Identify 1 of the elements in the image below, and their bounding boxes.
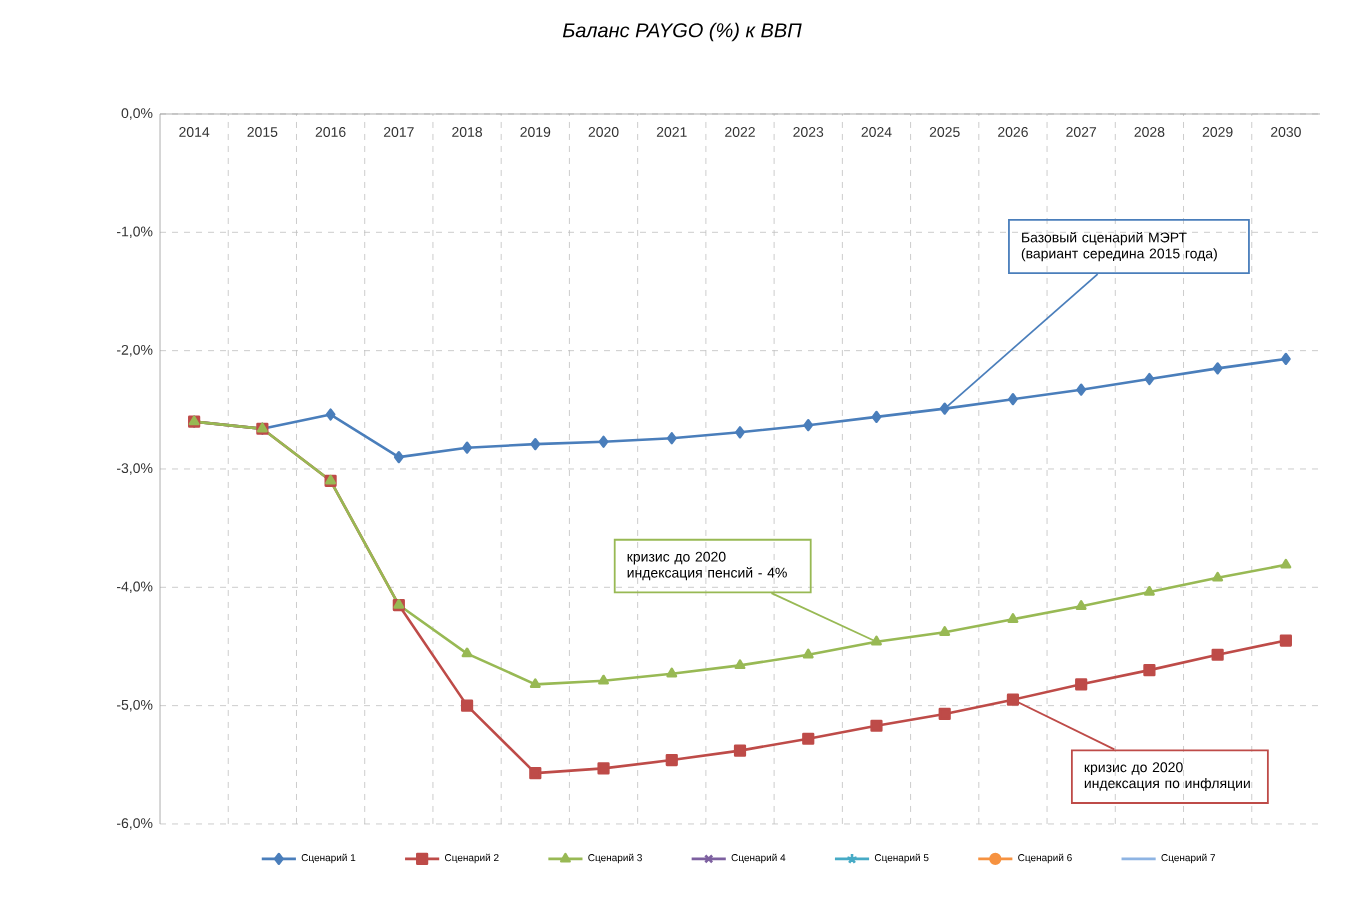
chart-title: Баланс PAYGO (%) к ВВП <box>562 22 802 42</box>
